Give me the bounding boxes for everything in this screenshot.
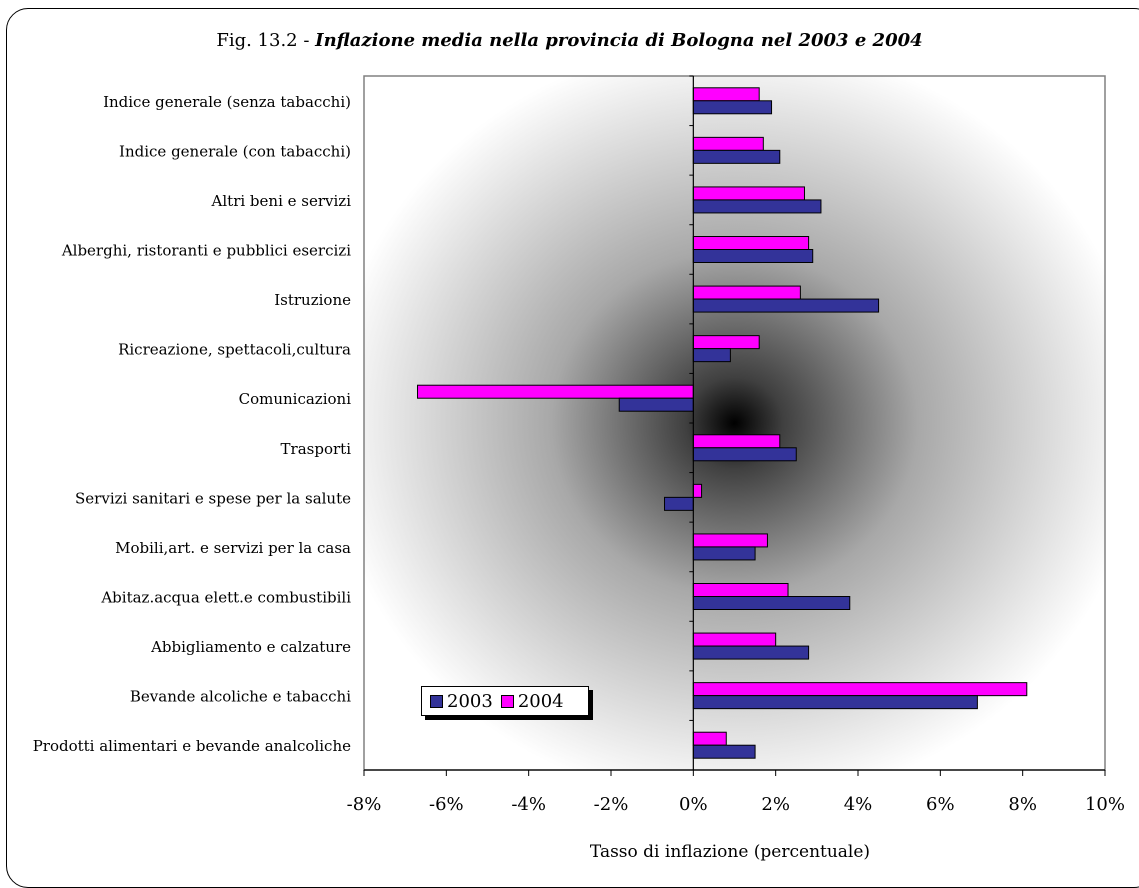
- title-prefix: Fig. 13.2 -: [216, 30, 316, 51]
- bar-2004-0: [692, 731, 727, 746]
- category-label-8: Ricreazione, spettacoli,cultura: [118, 341, 351, 359]
- category-label-4: Mobili,art. e servizi per la casa: [115, 539, 351, 557]
- bar-2004-2: [692, 632, 777, 647]
- category-label-7: Comunicazioni: [239, 390, 352, 408]
- bar-2003-13: [692, 100, 773, 115]
- bar-2004-9: [692, 285, 801, 300]
- x-tick-label-7: 6%: [926, 794, 955, 815]
- x-tick-label-5: 2%: [761, 794, 790, 815]
- category-label-6: Trasporti: [281, 440, 352, 458]
- category-label-12: Indice generale (con tabacchi): [119, 142, 351, 160]
- bar-2003-7: [618, 397, 694, 412]
- x-tick-label-3: -2%: [594, 794, 629, 815]
- category-label-9: Istruzione: [274, 291, 351, 309]
- bar-2003-5: [664, 496, 694, 511]
- bar-2004-7: [417, 384, 694, 399]
- bar-2004-11: [692, 186, 805, 201]
- bar-2004-1: [692, 682, 1028, 697]
- x-tick-label-1: -6%: [429, 794, 464, 815]
- legend-item-2004: 2004: [500, 690, 564, 712]
- bar-2003-1: [692, 695, 978, 710]
- category-label-10: Alberghi, ristoranti e pubblici esercizi: [61, 242, 351, 260]
- chart-legend: 2003 2004: [421, 686, 589, 716]
- bar-2003-11: [692, 199, 822, 214]
- bar-2003-4: [692, 546, 756, 561]
- category-label-13: Indice generale (senza tabacchi): [103, 93, 351, 111]
- category-label-11: Altri beni e servizi: [211, 192, 352, 210]
- x-tick-label-0: -8%: [347, 794, 382, 815]
- legend-label-2004: 2004: [517, 690, 564, 712]
- x-tick-label-4: 0%: [679, 794, 708, 815]
- x-tick-label-8: 8%: [1008, 794, 1037, 815]
- bar-2004-3: [692, 583, 789, 597]
- bar-2004-6: [692, 434, 781, 449]
- category-label-3: Abitaz.acqua elett.e combustibili: [100, 589, 351, 607]
- category-label-2: Abbigliamento e calzature: [150, 638, 351, 656]
- bar-2003-0: [692, 744, 756, 759]
- x-tick-label-2: -4%: [511, 794, 546, 815]
- bar-2004-4: [692, 533, 768, 548]
- x-axis-label: Tasso di inflazione (percentuale): [589, 842, 871, 862]
- legend-item-2003: 2003: [430, 691, 493, 712]
- chart-title: Fig. 13.2 - Inflazione media nella provi…: [0, 30, 1139, 51]
- category-label-1: Bevande alcoliche e tabacchi: [130, 688, 351, 706]
- bar-2003-2: [692, 645, 810, 660]
- category-label-5: Servizi sanitari e spese per la salute: [75, 489, 351, 507]
- legend-label-2003: 2003: [447, 690, 493, 712]
- x-tick-label-9: 10%: [1085, 794, 1125, 815]
- bar-2004-5: [692, 483, 703, 498]
- bar-2004-12: [692, 136, 764, 151]
- bar-2004-13: [692, 87, 760, 102]
- plot-area: [363, 75, 1106, 771]
- bar-2003-6: [692, 447, 797, 462]
- chart-plot: Prodotti alimentari e bevande analcolich…: [33, 75, 1125, 815]
- bar-2003-8: [692, 348, 731, 363]
- x-tick-label-6: 4%: [844, 794, 873, 815]
- bar-2003-9: [692, 298, 880, 313]
- bar-2004-10: [692, 236, 810, 250]
- bar-2003-3: [692, 596, 851, 610]
- legend-swatch-2004: [500, 694, 514, 708]
- category-label-0: Prodotti alimentari e bevande analcolich…: [33, 737, 351, 755]
- bar-2004-8: [692, 335, 760, 350]
- bar-2003-12: [692, 149, 781, 164]
- legend-swatch-2003: [430, 694, 443, 708]
- title-text: Inflazione media nella provincia di Bolo…: [315, 30, 923, 51]
- bar-2003-10: [692, 249, 814, 263]
